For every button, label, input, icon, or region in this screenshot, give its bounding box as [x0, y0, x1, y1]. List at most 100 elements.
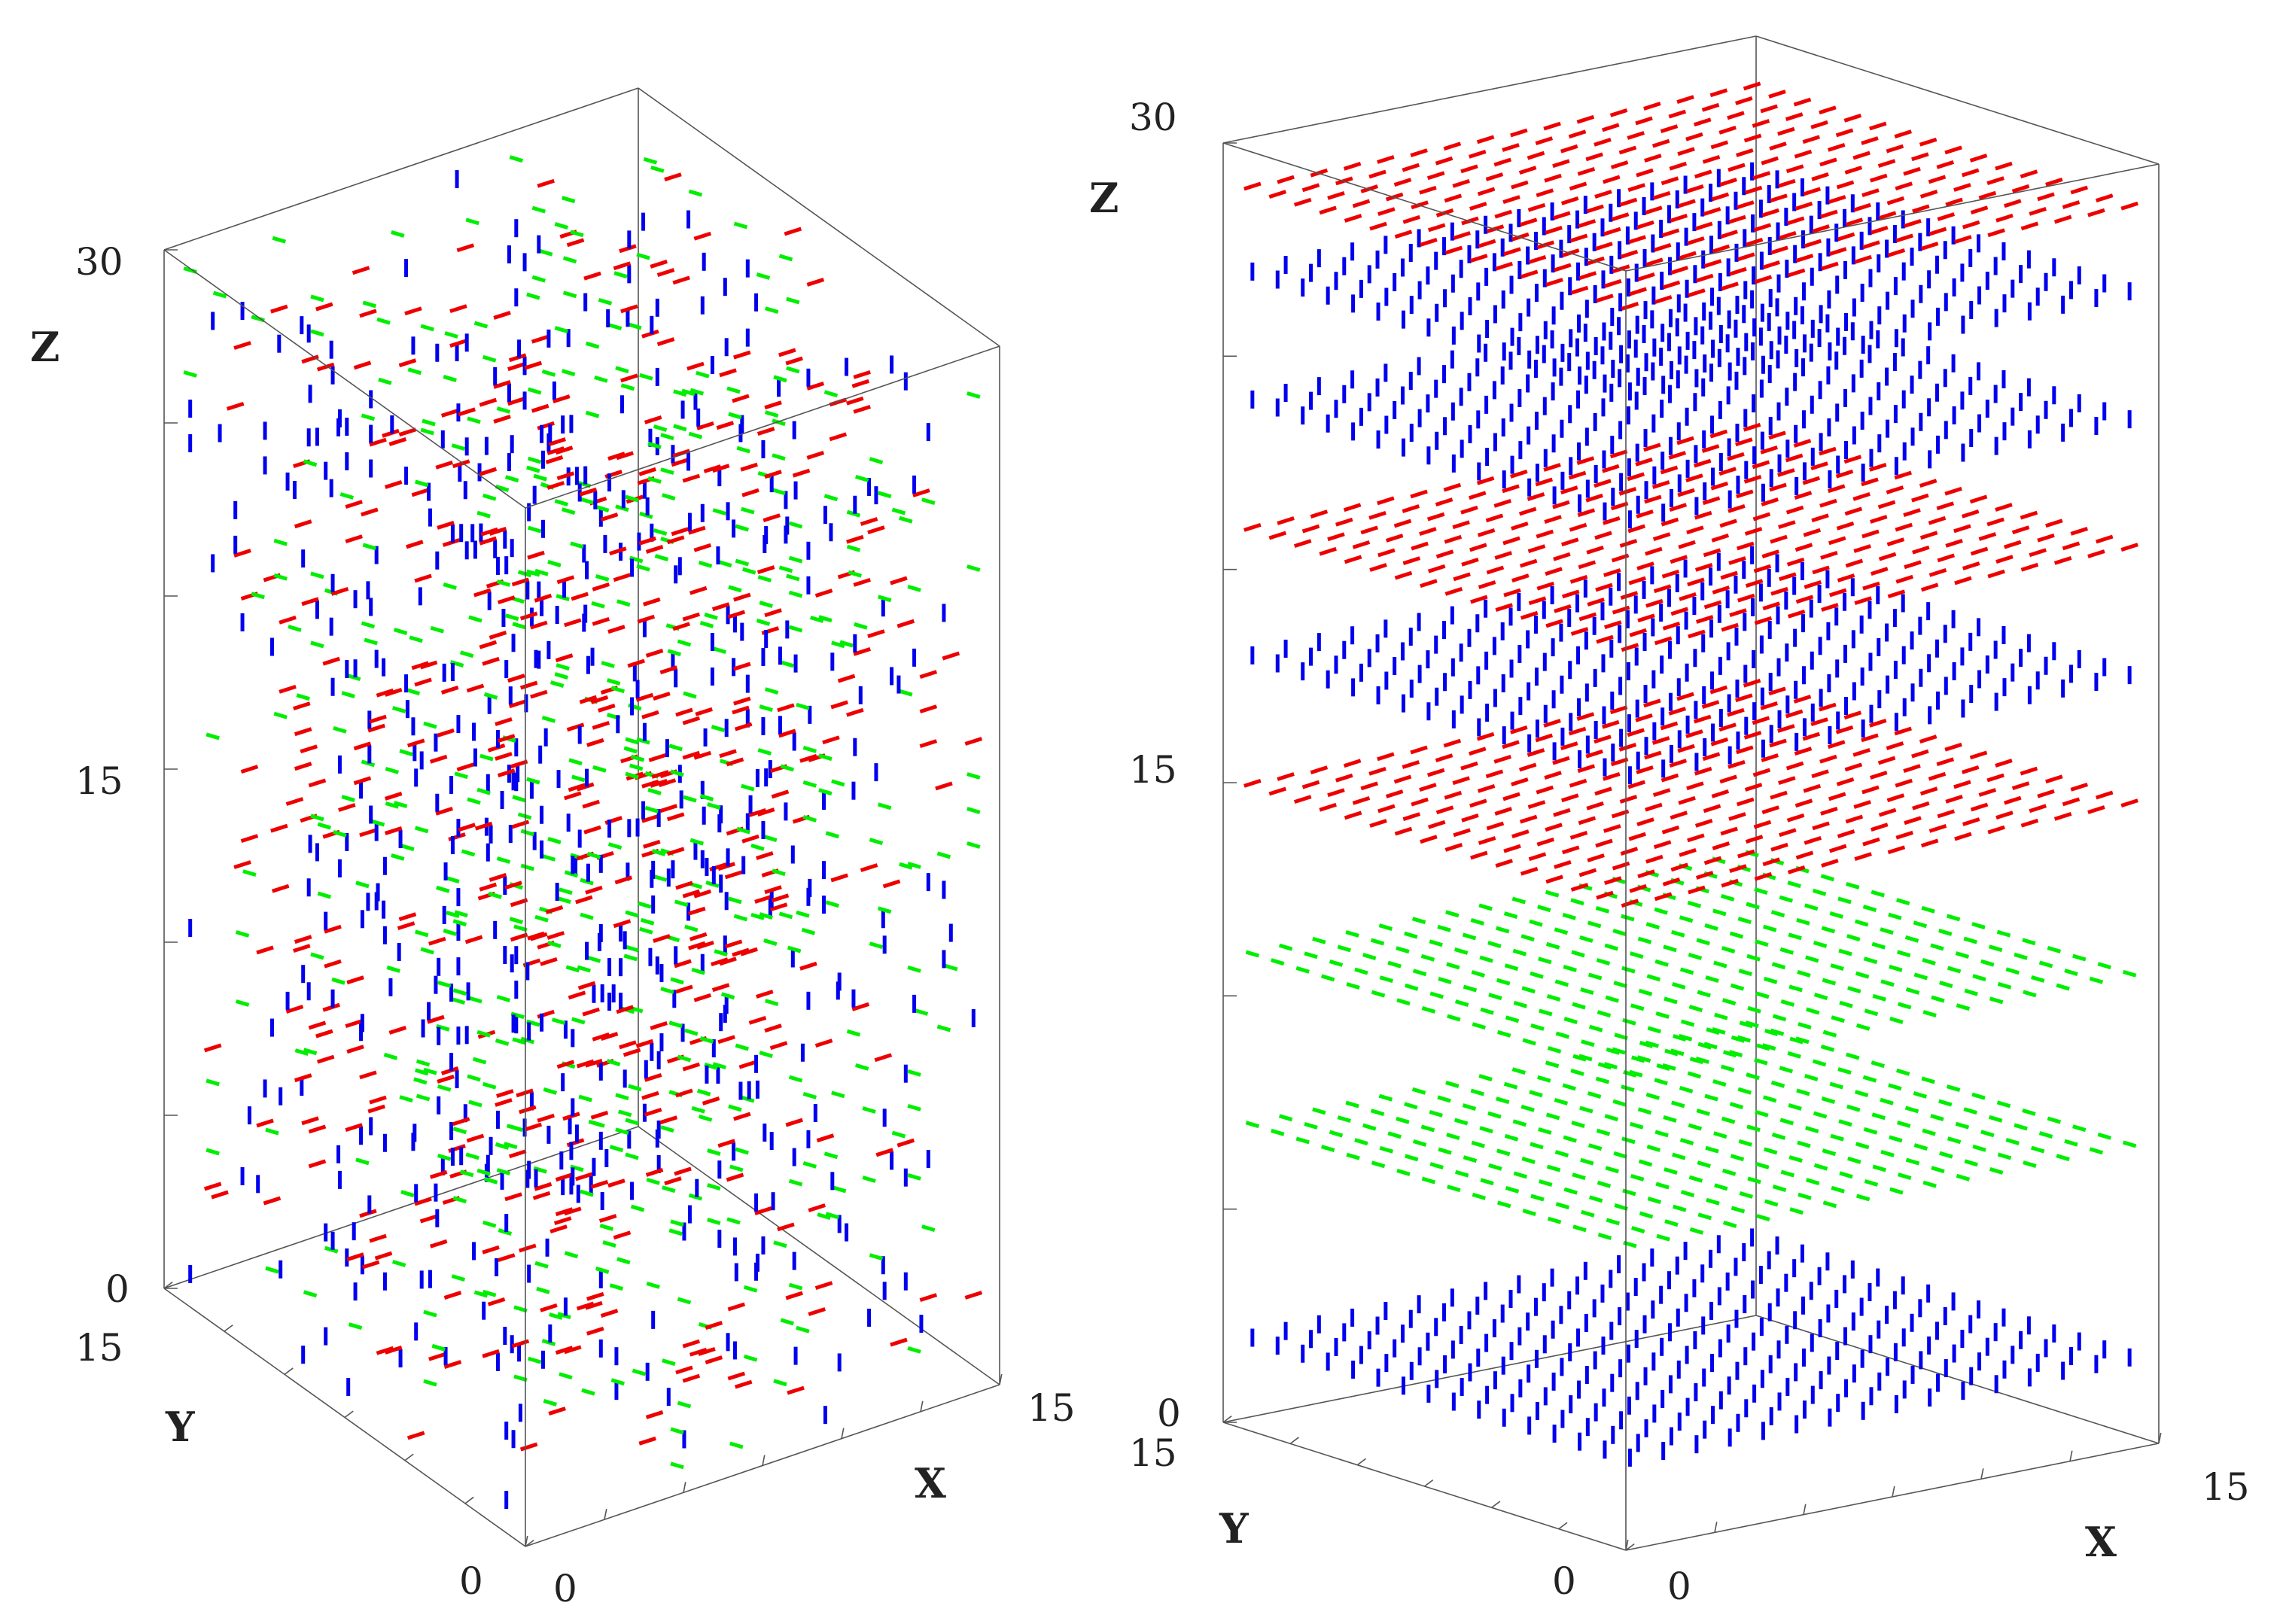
spin-x	[1602, 719, 1620, 729]
spin-x	[1469, 798, 1487, 808]
spin-x	[530, 620, 548, 630]
spin-x	[1721, 878, 1739, 888]
spin-y	[1996, 1100, 2011, 1109]
spin-y	[609, 1145, 624, 1153]
spin-y	[677, 639, 692, 647]
spin-x	[1545, 567, 1563, 576]
spin-x	[1636, 220, 1654, 230]
spin-x	[1469, 150, 1487, 159]
spin-x	[1469, 491, 1487, 500]
spin-x	[741, 834, 759, 844]
spin-x	[1419, 783, 1437, 792]
spin-x	[2004, 199, 2022, 208]
spin-y	[1788, 1155, 1803, 1163]
spin-y	[653, 528, 668, 536]
spin-x	[1719, 178, 1737, 187]
spin-x	[1618, 145, 1637, 155]
spin-x	[756, 427, 775, 436]
spin-x	[1844, 166, 1863, 175]
spin-x	[1919, 531, 1938, 540]
spin-y	[436, 1023, 450, 1032]
spin-x	[1710, 481, 1729, 491]
spin-y	[1496, 1148, 1511, 1157]
spin-y	[831, 640, 845, 649]
spin-x	[1886, 793, 1905, 803]
spin-x	[1618, 742, 1637, 752]
spin-y	[757, 748, 772, 756]
spin-x	[1586, 801, 1604, 810]
spin-y	[1679, 1086, 1694, 1093]
spin-y	[689, 838, 705, 846]
spin-y	[670, 1219, 684, 1227]
spin-x	[414, 573, 432, 583]
spin-y	[802, 814, 817, 823]
spin-y	[674, 899, 689, 908]
spin-x	[1768, 686, 1786, 696]
spin-y	[577, 965, 592, 973]
spin-y	[549, 680, 565, 688]
spin-y	[414, 1068, 429, 1076]
spin-y	[788, 1075, 803, 1083]
spin-x	[294, 727, 312, 737]
spin-x	[738, 1060, 757, 1069]
spin-x	[1718, 722, 1737, 732]
spin-x	[1427, 223, 1446, 233]
spin-x	[548, 1407, 566, 1416]
spin-y	[1806, 1178, 1820, 1186]
spin-x	[474, 821, 493, 831]
spin-x	[2087, 208, 2105, 217]
spin-y	[541, 853, 556, 862]
spin-y	[699, 1036, 714, 1044]
spin-x	[1594, 138, 1612, 147]
spin-x	[1619, 539, 1638, 548]
spin-x	[1635, 713, 1653, 722]
spin-x	[1553, 211, 1571, 220]
spin-y	[629, 763, 644, 771]
spin-x	[1662, 280, 1681, 290]
spin-y	[554, 499, 569, 506]
spin-y	[1855, 1023, 1871, 1031]
spin-y	[1245, 1121, 1260, 1129]
spin-x	[1587, 853, 1605, 862]
spin-x	[1661, 773, 1679, 783]
spin-x	[1761, 208, 1779, 217]
spin-y	[1587, 1143, 1603, 1151]
spin-x	[414, 1197, 432, 1206]
spin-x	[1852, 747, 1871, 757]
spin-y	[646, 1177, 660, 1185]
spin-x	[1628, 576, 1646, 585]
spin-x	[1777, 724, 1795, 733]
spin-x	[1870, 771, 1888, 780]
spin-y	[333, 829, 347, 838]
spin-y	[1404, 1102, 1418, 1110]
spin-y	[660, 987, 674, 995]
spin-y	[1888, 912, 1902, 920]
spin-x	[1679, 847, 1697, 857]
spin-y	[1821, 1096, 1836, 1104]
spin-x	[1604, 278, 1622, 288]
spin-x	[1944, 742, 1962, 752]
spin-x	[294, 935, 312, 944]
spin-y	[1345, 1100, 1359, 1109]
spin-y	[818, 615, 833, 623]
spin-y	[1496, 978, 1511, 986]
spin-x	[427, 1014, 445, 1024]
spin-x	[330, 586, 349, 596]
spin-y	[683, 691, 697, 699]
spin-x	[734, 1379, 753, 1389]
spin-x	[1460, 164, 1478, 174]
y-tick-label-0: 0	[1552, 1559, 1576, 1603]
spin-x	[1785, 453, 1804, 463]
spin-y	[1580, 1157, 1594, 1166]
spin-y	[1278, 943, 1293, 951]
spin-y	[1630, 1174, 1645, 1182]
spin-x	[1702, 752, 1721, 762]
spin-x	[598, 1214, 617, 1223]
spin-markers	[183, 155, 983, 1510]
spin-x	[233, 549, 251, 558]
spin-x	[675, 984, 693, 994]
spin-x	[546, 931, 565, 940]
spin-x	[1585, 493, 1603, 503]
spin-x	[1727, 503, 1746, 513]
spin-x	[1837, 232, 1855, 242]
